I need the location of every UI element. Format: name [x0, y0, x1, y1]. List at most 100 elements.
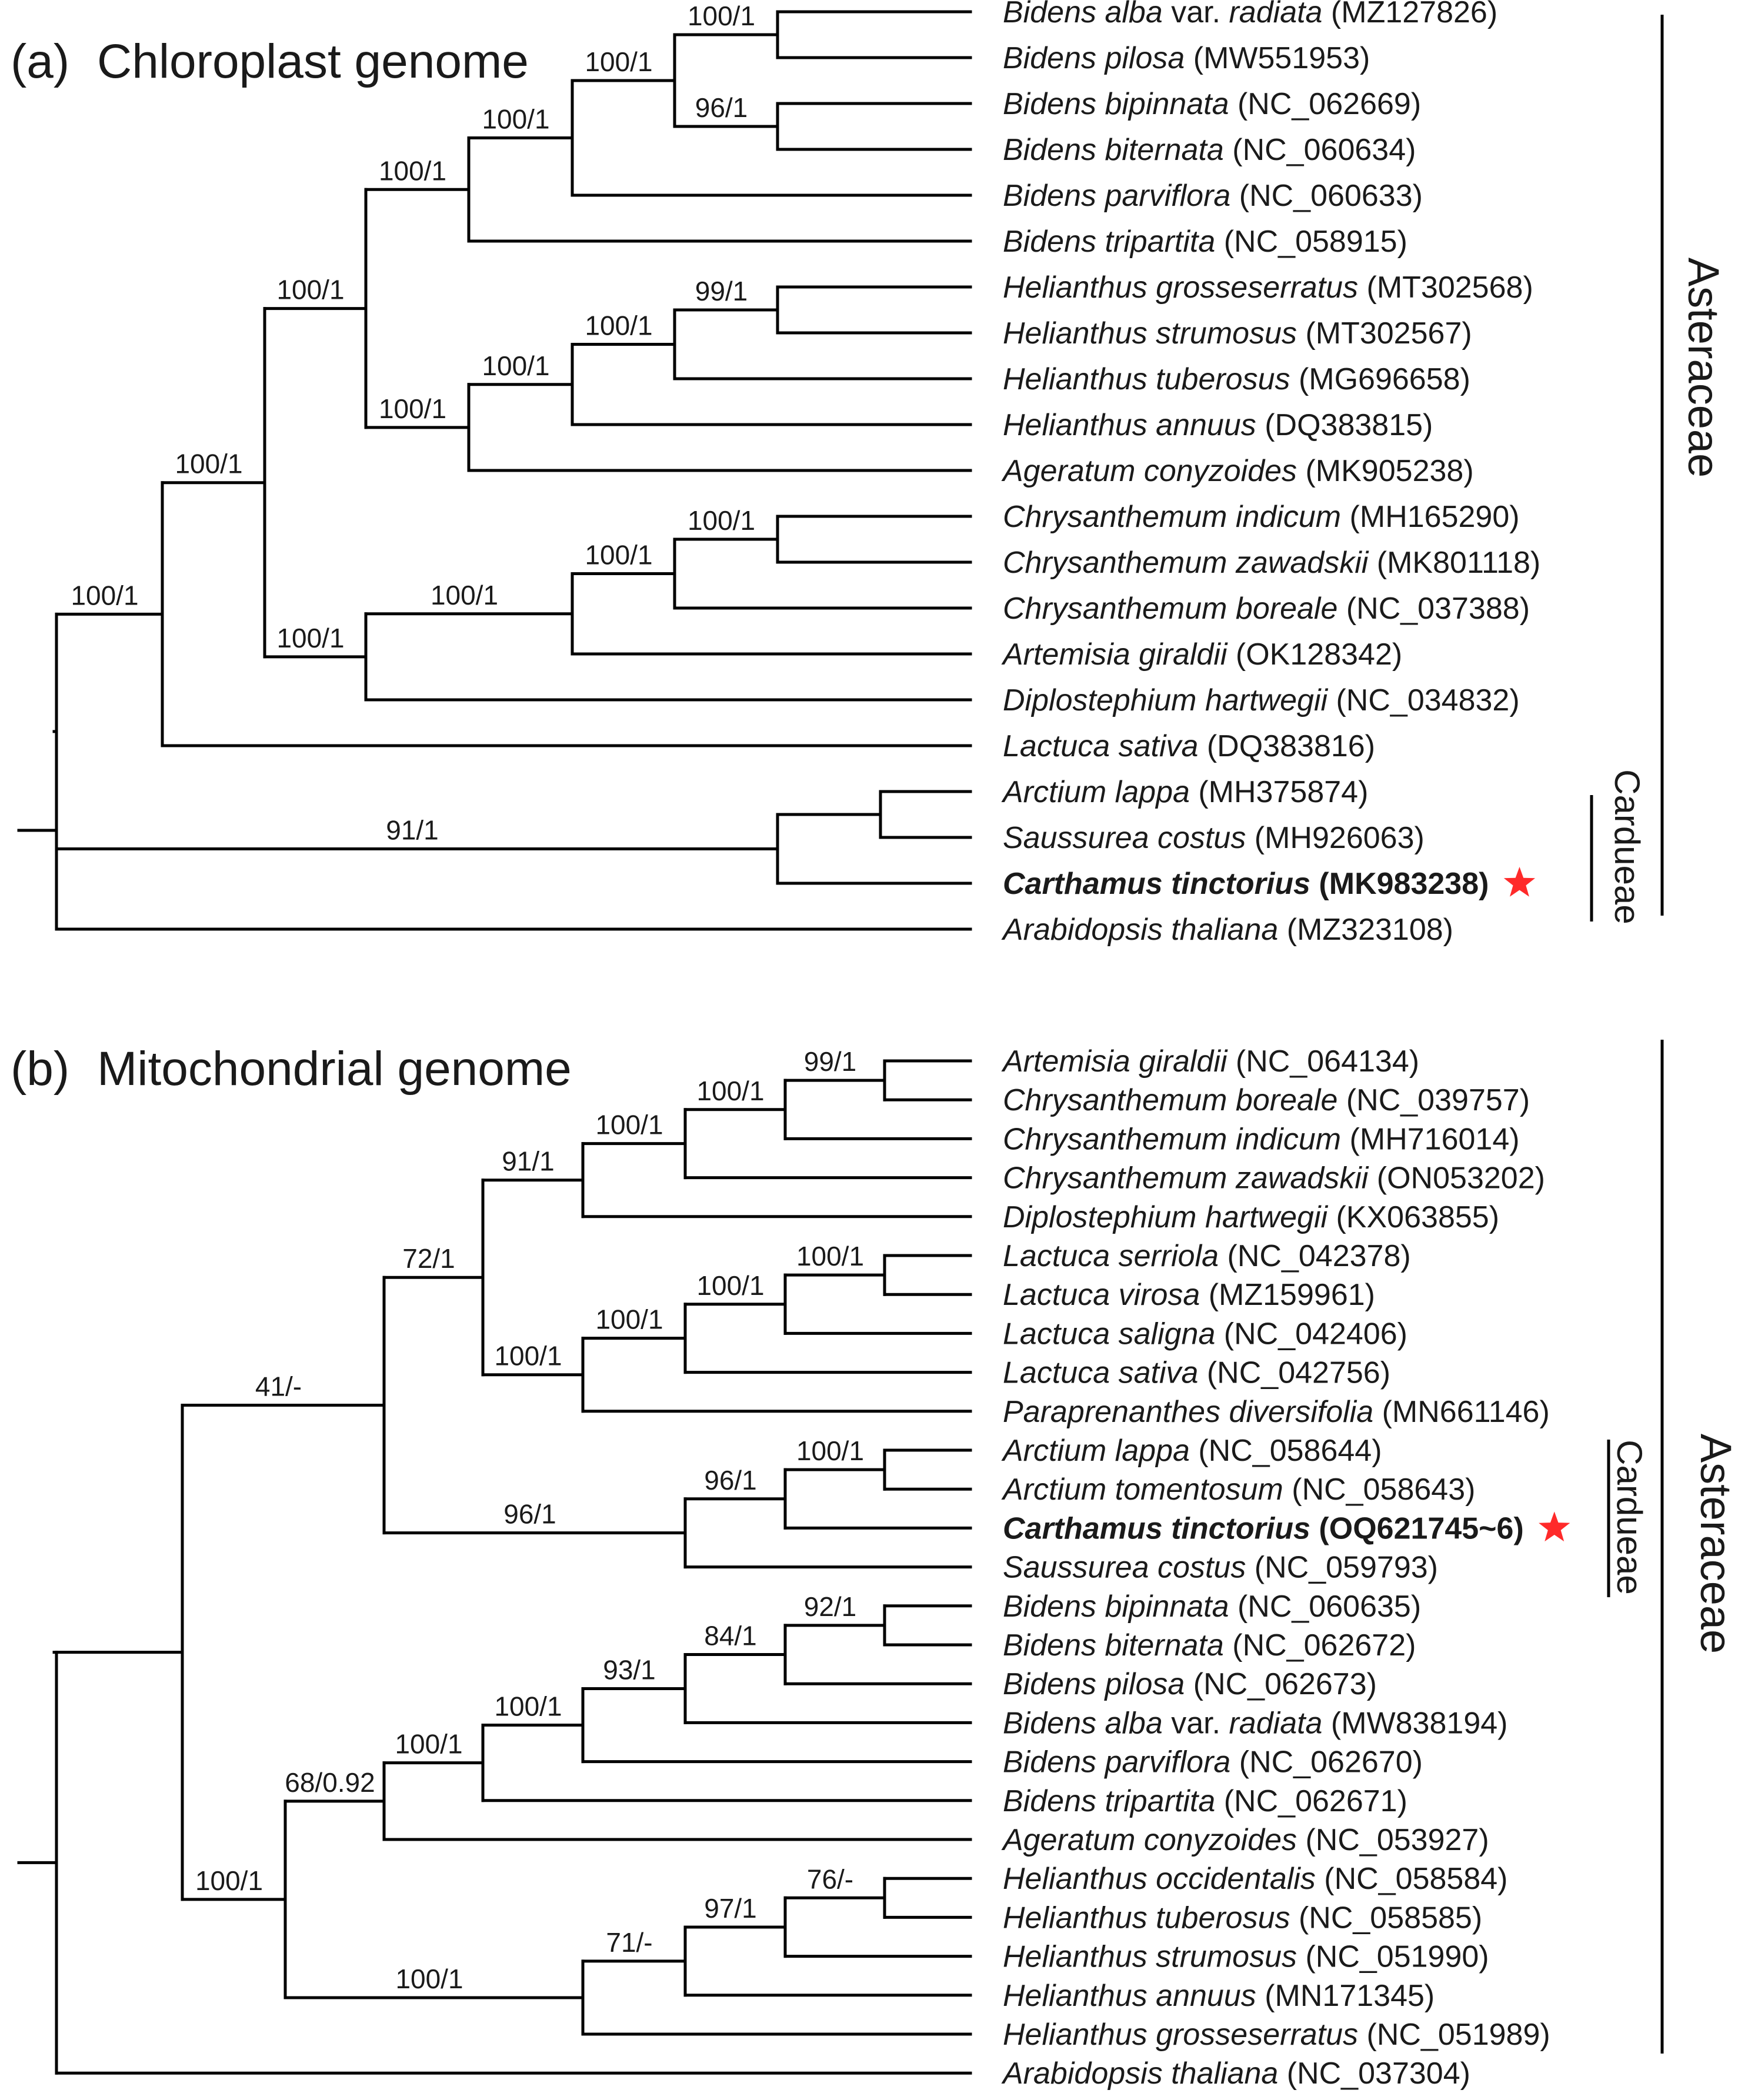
panel-b-cardueae-label: Cardueae [1610, 1440, 1649, 1595]
species-name: Lactuca sativa [1003, 1356, 1198, 1390]
tip-label: Arctium lappa (NC_058644) [1001, 1434, 1382, 1468]
tip-label: Lactuca sativa (DQ383816) [1003, 729, 1375, 763]
infraspecific-epithet: radiata [1229, 1706, 1322, 1740]
accession-number: (MT302568) [1358, 271, 1533, 305]
tip-label: Paraprenanthes diversifolia (MN661146) [1003, 1395, 1550, 1429]
panel-a-support-values: 100/1 96/1 100/1 100/1 99/1 100/1 100/1 100/1 10… [71, 1, 755, 846]
accession-number: (NC_058585) [1290, 1901, 1483, 1935]
support-value: 100/1 [796, 1435, 864, 1466]
species-name: Arabidopsis thaliana [1001, 913, 1278, 947]
species-name: Chrysanthemum indicum [1003, 1122, 1341, 1156]
tip-label: Helianthus grosseserratus (NC_051989) [1003, 2018, 1550, 2052]
accession-number: (NC_051989) [1358, 2018, 1550, 2052]
species-name: Lactuca serriola [1003, 1239, 1219, 1273]
species-name: Helianthus grosseserratus [1003, 2018, 1358, 2052]
accession-number: (NC_053927) [1297, 1823, 1489, 1857]
tip-label: Ageratum conyzoides (NC_053927) [1001, 1823, 1489, 1857]
tip-label: Artemisia giraldii (OK128342) [1001, 637, 1402, 672]
species-name: Bidens parviflora [1003, 179, 1230, 213]
tip-label: Bidens alba var. radiata (MZ127826) [1003, 0, 1497, 29]
tip-label: Bidens parviflora (NC_060633) [1003, 179, 1423, 213]
tip-label: Helianthus tuberosus (NC_058585) [1003, 1901, 1482, 1935]
species-name: Helianthus strumosus [1003, 316, 1297, 350]
panel-a-tree [17, 10, 972, 931]
support-value: 100/1 [379, 393, 446, 424]
species-name: Ageratum conyzoides [1001, 454, 1297, 488]
support-value: 100/1 [595, 1110, 663, 1140]
accession-number: (NC_058584) [1316, 1862, 1508, 1896]
species-name: Artemisia giraldii [1001, 1044, 1228, 1079]
panel-a-title: Chloroplast genome [97, 35, 529, 88]
tip-label: Chrysanthemum zawadskii (MK801118) [1003, 546, 1540, 580]
accession-number: (MZ323108) [1278, 913, 1453, 947]
tip-label: Bidens alba var. radiata (MW838194) [1003, 1706, 1507, 1740]
star-icon [1503, 867, 1536, 897]
species-name: Chrysanthemum indicum [1003, 500, 1341, 534]
accession-number: (NC_059793) [1246, 1551, 1438, 1585]
species-name: Carthamus tinctorius [1003, 1511, 1310, 1545]
tip-label: Lactuca serriola (NC_042378) [1003, 1239, 1411, 1273]
tip-label: Bidens bipinnata (NC_060635) [1003, 1590, 1421, 1624]
species-name: Bidens alba [1003, 1706, 1163, 1740]
tip-label: Lactuca virosa (MZ159961) [1003, 1278, 1375, 1312]
support-value: 100/1 [688, 1, 755, 31]
tip-label: Arctium tomentosum (NC_058643) [1001, 1473, 1475, 1507]
support-value: 97/1 [704, 1893, 757, 1924]
species-name: Bidens tripartita [1003, 225, 1215, 259]
tip-label: Helianthus strumosus (NC_051990) [1003, 1940, 1489, 1974]
accession-number: (OQ621745~6) [1310, 1511, 1524, 1545]
accession-number: (MK983238) [1310, 867, 1489, 901]
panel-b-asteraceae-label: Asteraceae [1692, 1434, 1740, 1654]
accession-number: (MN171345) [1256, 1979, 1435, 2013]
species-name: Helianthus tuberosus [1003, 1901, 1290, 1935]
accession-number: (MK801118) [1368, 546, 1540, 580]
tip-label: Diplostephium hartwegii (NC_034832) [1003, 683, 1520, 717]
species-name: Lactuca virosa [1003, 1278, 1200, 1312]
accession-number: (NC_060633) [1230, 179, 1423, 213]
tip-label: Diplostephium hartwegii (KX063855) [1003, 1200, 1499, 1234]
accession-number: (MG696658) [1290, 362, 1470, 396]
species-name: Lactuca saligna [1003, 1317, 1215, 1351]
species-name: Chrysanthemum boreale [1003, 1083, 1337, 1117]
accession-number: (NC_062673) [1185, 1667, 1377, 1701]
support-value: 100/1 [595, 1304, 663, 1335]
taxon-rank: var. [1163, 0, 1229, 29]
panel-a-tip-labels: Bidens alba var. radiata (MZ127826) Biden… [1001, 0, 1540, 947]
support-value: 100/1 [482, 350, 549, 381]
accession-number: (NC_037304) [1278, 2056, 1470, 2091]
accession-number: (MH375874) [1190, 775, 1368, 809]
species-name: Paraprenanthes diversifolia [1003, 1395, 1373, 1429]
tip-label: Chrysanthemum boreale (NC_039757) [1003, 1083, 1530, 1117]
panel-b-support-values: 99/1 100/1 100/1 100/1 100/1 100/1 91/1 100/1 10… [195, 1046, 864, 1994]
accession-number: (NC_042756) [1198, 1356, 1390, 1390]
tip-label: Helianthus annuus (DQ383815) [1003, 408, 1433, 442]
species-name: Helianthus annuus [1003, 408, 1256, 442]
accession-number: (NC_062669) [1229, 87, 1422, 121]
star-icon [1539, 1511, 1570, 1542]
species-name: Saussurea costus [1003, 821, 1246, 855]
support-value: 99/1 [804, 1046, 857, 1077]
species-name: Arctium lappa [1001, 1434, 1190, 1468]
tip-label: Lactuca saligna (NC_042406) [1003, 1317, 1407, 1351]
species-name: Helianthus occidentalis [1003, 1862, 1316, 1896]
tip-label: Carthamus tinctorius (MK983238) [1003, 867, 1489, 901]
tip-label: Bidens biternata (NC_062672) [1003, 1628, 1416, 1662]
tip-label: Chrysanthemum indicum (MH716014) [1003, 1122, 1520, 1156]
accession-number: (NC_042378) [1219, 1239, 1411, 1273]
support-value: 84/1 [704, 1621, 757, 1651]
tip-label: Lactuca sativa (NC_042756) [1003, 1356, 1390, 1390]
accession-number: (MZ127826) [1322, 0, 1497, 29]
support-value: 76/- [807, 1864, 853, 1894]
accession-number: (NC_058643) [1283, 1473, 1476, 1507]
species-name: Bidens pilosa [1003, 41, 1185, 75]
tip-label: Helianthus tuberosus (MG696658) [1003, 362, 1470, 396]
species-name: Bidens bipinnata [1003, 87, 1229, 121]
species-name: Saussurea costus [1003, 1551, 1246, 1585]
tip-label: Bidens tripartita (NC_062671) [1003, 1784, 1407, 1818]
panel-b-tip-labels: Artemisia giraldii (NC_064134) Chrysanthe… [1001, 1044, 1570, 2091]
species-name: Helianthus grosseserratus [1003, 271, 1358, 305]
support-value: 99/1 [695, 276, 748, 306]
tip-label: Saussurea costus (NC_059793) [1003, 1551, 1438, 1585]
support-value: 100/1 [175, 449, 242, 479]
accession-number: (ON053202) [1368, 1161, 1545, 1196]
